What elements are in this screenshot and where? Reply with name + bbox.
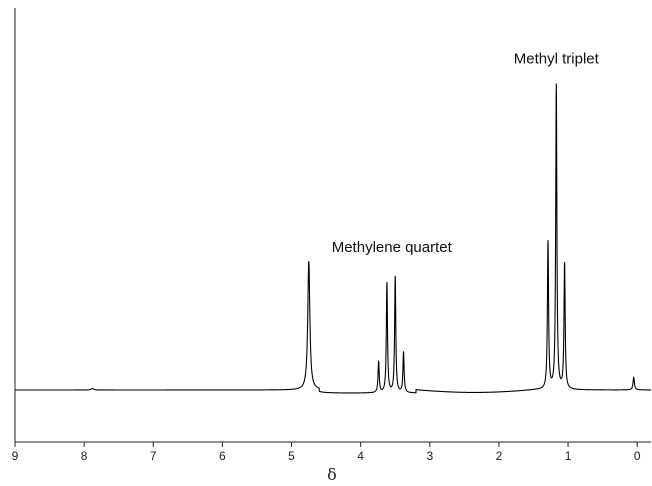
x-tick-label: 0 — [634, 449, 641, 463]
x-tick-label: 7 — [150, 449, 157, 463]
x-axis-label: δ — [327, 465, 337, 484]
x-tick-label: 4 — [357, 449, 364, 463]
x-tick-label: 9 — [12, 449, 19, 463]
peak-annotations: Methylene quartet Methyl triplet — [332, 50, 600, 255]
x-tick-label: 5 — [288, 449, 295, 463]
x-tick-label: 2 — [496, 449, 503, 463]
x-tick-label: 1 — [565, 449, 572, 463]
spectrum-trace — [15, 83, 651, 394]
x-tick-label: 3 — [426, 449, 433, 463]
methyl-triplet-label: Methyl triplet — [514, 50, 600, 67]
x-tick-label: 6 — [219, 449, 226, 463]
methylene-quartet-label: Methylene quartet — [332, 239, 453, 256]
x-axis-ticks: 9 8 7 6 5 4 3 2 1 0 — [12, 442, 641, 463]
x-tick-label: 8 — [81, 449, 88, 463]
